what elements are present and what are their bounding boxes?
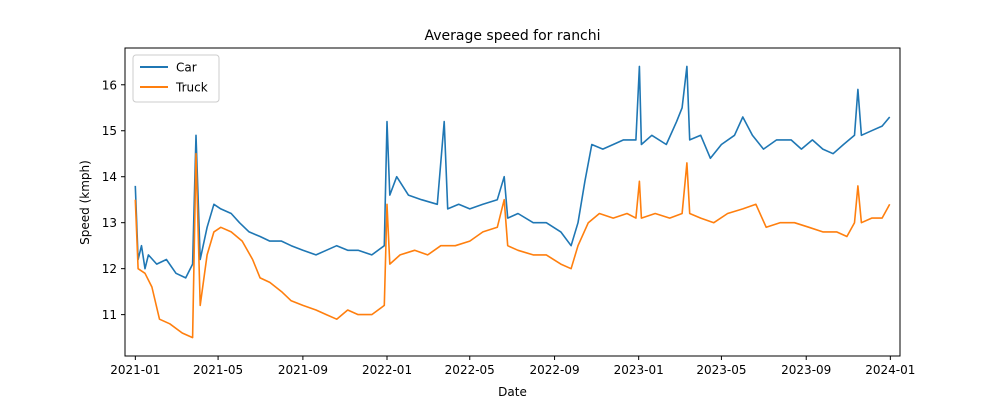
y-axis-ticks: 11 12 13 14 15 16 <box>102 78 125 322</box>
chart-title: Average speed for ranchi <box>424 28 600 44</box>
y-axis-label: Speed (kmph) <box>78 160 92 245</box>
y-tick-label: 14 <box>102 170 117 184</box>
x-tick-label: 2024-01 <box>865 363 915 377</box>
x-tick-label: 2021-05 <box>193 363 243 377</box>
x-tick-label: 2022-01 <box>362 363 412 377</box>
x-tick-label: 2023-01 <box>614 363 664 377</box>
x-tick-label: 2022-05 <box>445 363 495 377</box>
x-tick-label: 2021-01 <box>110 363 160 377</box>
x-axis-ticks: 2021-01 2021-05 2021-09 2022-01 2022-05 2022-… <box>110 356 915 377</box>
series-line-truck <box>134 152 891 339</box>
y-tick-label: 13 <box>102 216 117 230</box>
x-tick-label: 2022-09 <box>529 363 579 377</box>
y-tick-label: 11 <box>102 308 117 322</box>
series-layer <box>134 65 891 339</box>
plot-area-frame <box>124 47 901 357</box>
x-axis-label: Date <box>498 385 527 399</box>
legend: Car Truck <box>132 54 220 103</box>
y-tick-label: 16 <box>102 78 117 92</box>
x-tick-label: 2023-05 <box>696 363 746 377</box>
y-tick-label: 12 <box>102 262 117 276</box>
legend-label-truck: Truck <box>175 81 208 95</box>
y-tick-label: 15 <box>102 124 117 138</box>
legend-label-car: Car <box>176 61 197 75</box>
series-line-car <box>134 65 891 279</box>
x-tick-label: 2021-09 <box>278 363 328 377</box>
x-tick-label: 2023-09 <box>781 363 831 377</box>
